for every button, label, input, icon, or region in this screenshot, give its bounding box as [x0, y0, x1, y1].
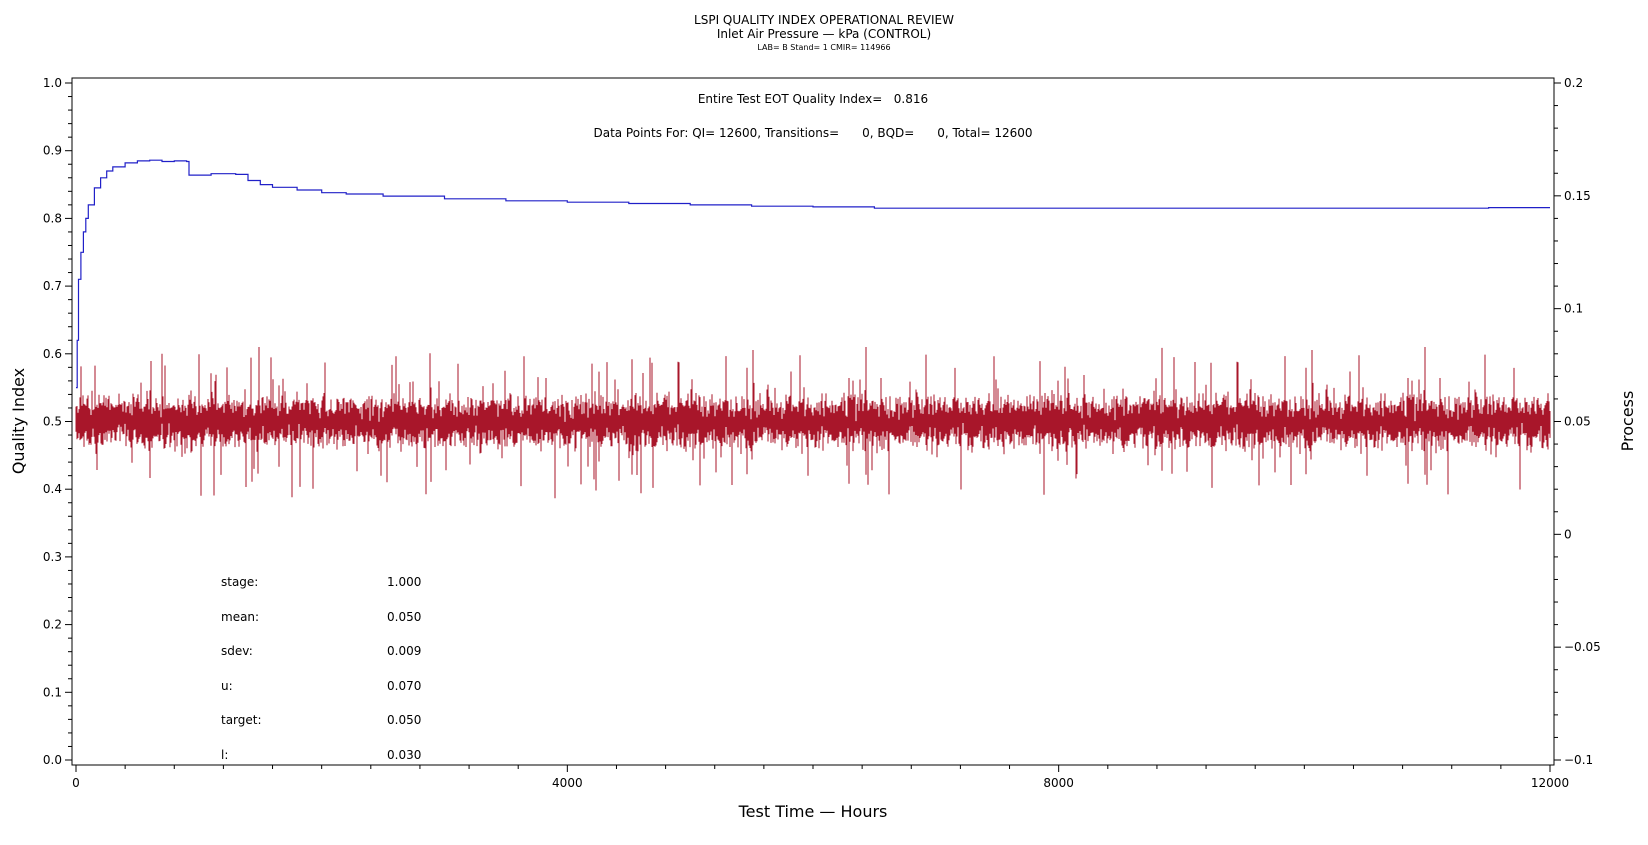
stat-label: u:	[221, 679, 233, 693]
right-axis: −0.1 −0.05 0 0.05 0.1 0.15 0.2	[1554, 76, 1601, 767]
stat-value: 0.050	[387, 713, 421, 727]
y-tick-label: 0.2	[43, 618, 62, 632]
y-tick-label: 0.1	[43, 685, 62, 699]
stat-label: target:	[221, 713, 262, 727]
chart-title: LSPI QUALITY INDEX OPERATIONAL REVIEW	[694, 13, 954, 27]
y-axis-label: Quality Index	[9, 368, 28, 474]
stat-value: 1.000	[387, 575, 421, 589]
y2-tick-label: −0.1	[1564, 753, 1593, 767]
y2-tick-label: 0	[1564, 527, 1572, 541]
y-tick-label: 0.7	[43, 279, 62, 293]
left-axis: 0.0 0.1 0.2 0.3 0.4 0.5 0.6 0.7 0.8 0.9 1.0	[43, 76, 72, 767]
stat-label: mean:	[221, 610, 259, 624]
stat-value: 0.050	[387, 610, 421, 624]
stat-label: sdev:	[221, 644, 253, 658]
x-tick-label: 12000	[1531, 776, 1569, 790]
y-tick-label: 1.0	[43, 76, 62, 90]
x-tick-label: 4000	[552, 776, 583, 790]
x-axis-label: Test Time — Hours	[738, 802, 888, 821]
stat-label: stage:	[221, 575, 258, 589]
y2-tick-label: 0.2	[1564, 76, 1583, 90]
stats-block: stage: 1.000 mean: 0.050 sdev: 0.009 u: …	[221, 575, 421, 762]
stat-value: 0.030	[387, 748, 421, 762]
stat-value: 0.009	[387, 644, 421, 658]
y-tick-label: 0.0	[43, 753, 62, 767]
y2-axis-label: Process	[1618, 391, 1637, 452]
data-points-note: Data Points For: QI= 12600, Transitions=…	[593, 126, 1032, 140]
eot-quality-index-note: Entire Test EOT Quality Index= 0.816	[698, 92, 928, 106]
stat-value: 0.070	[387, 679, 421, 693]
y-tick-label: 0.9	[43, 144, 62, 158]
x-tick-label: 8000	[1043, 776, 1074, 790]
y2-tick-label: 0.15	[1564, 189, 1591, 203]
quality-index-line	[76, 159, 1550, 389]
stat-label: l:	[221, 748, 228, 762]
y2-tick-label: 0.1	[1564, 302, 1583, 316]
y-tick-label: 0.3	[43, 550, 62, 564]
y-tick-label: 0.5	[43, 415, 62, 429]
y-tick-label: 0.8	[43, 211, 62, 225]
y2-tick-label: 0.05	[1564, 415, 1591, 429]
chart-subtitle: Inlet Air Pressure — kPa (CONTROL)	[717, 27, 931, 41]
x-tick-label: 0	[72, 776, 80, 790]
process-series	[75, 347, 1551, 499]
y-tick-label: 0.4	[43, 482, 62, 496]
chart-meta: LAB= B Stand= 1 CMIR= 114966	[757, 43, 890, 52]
process-line	[75, 347, 1551, 499]
y-tick-label: 0.6	[43, 347, 62, 361]
y2-tick-label: −0.05	[1564, 640, 1601, 654]
x-axis: 0 4000 8000 12000	[72, 765, 1569, 790]
